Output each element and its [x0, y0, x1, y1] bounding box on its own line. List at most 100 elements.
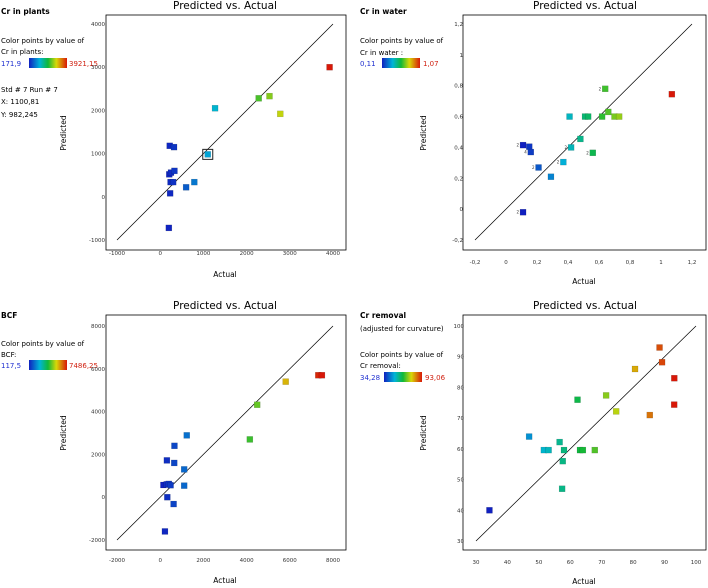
data-point[interactable]: [171, 442, 178, 450]
data-point[interactable]: [615, 113, 623, 120]
point-count-label: 2: [532, 165, 535, 170]
data-point[interactable]: [605, 108, 612, 116]
legend-caption: Color points by value of: [1, 340, 85, 348]
data-point[interactable]: [191, 178, 198, 186]
data-point[interactable]: [169, 178, 177, 186]
data-point[interactable]: [182, 184, 190, 191]
data-point[interactable]: [525, 433, 533, 440]
panel-cr-in-plants: Predicted vs. Actual Cr in plants Color …: [0, 0, 347, 279]
legend-variable: Cr removal:: [360, 362, 401, 370]
data-point[interactable]: [519, 209, 527, 216]
legend-max-label: 93,06: [425, 374, 446, 382]
data-point[interactable]: [486, 507, 493, 514]
data-point[interactable]: [589, 149, 596, 157]
data-point[interactable]: [602, 392, 610, 399]
data-point[interactable]: [204, 151, 211, 158]
x-tick-label: 90: [661, 560, 668, 566]
x-tick-label: 60: [567, 560, 574, 566]
data-point[interactable]: [519, 141, 527, 149]
data-point[interactable]: [579, 446, 587, 454]
point-count-label: 2: [517, 210, 520, 215]
data-point[interactable]: [668, 90, 676, 98]
y-tick-label: 50: [457, 478, 464, 484]
data-point[interactable]: [574, 396, 581, 403]
x-tick-label: 80: [630, 560, 637, 566]
data-point[interactable]: [183, 432, 190, 439]
data-point[interactable]: [631, 365, 639, 373]
x-tick-label: 4000: [326, 251, 340, 257]
data-point[interactable]: [591, 446, 598, 454]
data-point[interactable]: [277, 110, 284, 118]
data-point[interactable]: [326, 63, 333, 71]
y-tick-label: 70: [457, 416, 464, 422]
y-tick-label: 4000: [91, 410, 105, 416]
data-point[interactable]: [560, 446, 568, 454]
data-point[interactable]: [211, 105, 219, 112]
data-point[interactable]: [566, 113, 573, 120]
data-point[interactable]: [171, 459, 178, 467]
panel-bcf: Predicted vs. Actual BCF Color points by…: [1, 300, 347, 585]
legend-caption: Color points by value of: [360, 351, 444, 359]
data-point[interactable]: [545, 446, 552, 454]
chart-title: Predicted vs. Actual: [533, 0, 637, 12]
data-point[interactable]: [165, 224, 173, 232]
x-tick-label: 0: [158, 558, 162, 564]
data-point[interactable]: [282, 378, 289, 385]
y-tick-label: 2000: [91, 452, 105, 458]
y-tick-label: 40: [457, 508, 464, 514]
data-point[interactable]: [166, 190, 174, 197]
point-count-label: 2: [557, 160, 560, 165]
data-points: [165, 63, 333, 232]
point-count-label: 2: [517, 143, 520, 148]
data-point[interactable]: [598, 113, 606, 120]
data-point[interactable]: [535, 164, 542, 171]
data-point[interactable]: [612, 408, 620, 415]
data-point[interactable]: [556, 438, 563, 446]
x-tick-label: 6000: [283, 558, 297, 564]
data-point[interactable]: [670, 401, 678, 408]
data-point[interactable]: [577, 135, 584, 143]
data-point[interactable]: [161, 528, 169, 535]
data-point[interactable]: [646, 411, 653, 419]
legend-variable: BCF:: [1, 351, 16, 359]
x-axis-label: Actual: [572, 577, 596, 586]
data-point[interactable]: [584, 113, 592, 120]
data-point[interactable]: [558, 485, 566, 492]
data-point[interactable]: [559, 457, 566, 465]
color-scale-bar: [382, 58, 420, 68]
data-point[interactable]: [658, 359, 666, 366]
data-point[interactable]: [255, 95, 262, 102]
legend-min-label: 0,11: [360, 60, 376, 68]
y-tick-label: 4000: [91, 22, 105, 28]
data-point[interactable]: [656, 344, 663, 351]
data-point[interactable]: [170, 500, 177, 508]
data-point[interactable]: [180, 482, 188, 489]
data-point[interactable]: [527, 148, 534, 156]
data-point[interactable]: [266, 92, 273, 100]
data-point[interactable]: [170, 143, 178, 151]
panel-note: (adjusted for curvature): [360, 325, 444, 333]
data-point[interactable]: [560, 158, 567, 166]
data-point[interactable]: [164, 494, 171, 501]
selected-point-marker[interactable]: [202, 148, 214, 160]
data-point[interactable]: [318, 372, 326, 379]
data-point[interactable]: [253, 401, 261, 408]
y-tick-label: 90: [457, 355, 464, 361]
data-point[interactable]: [246, 436, 254, 443]
data-point[interactable]: [671, 375, 678, 382]
data-point[interactable]: [171, 167, 178, 175]
data-point[interactable]: [167, 482, 174, 489]
y-tick-label: 80: [457, 385, 464, 391]
y-tick-label: 2000: [91, 108, 105, 114]
data-point[interactable]: [602, 85, 609, 93]
selection-run: Std # 7 Run # 7: [1, 86, 58, 94]
data-point[interactable]: [163, 457, 171, 464]
data-point[interactable]: [567, 144, 575, 151]
y-tick-label: 3000: [91, 65, 105, 71]
x-ticks: -2000 0 2000 4000 6000 8000: [109, 558, 340, 564]
data-point[interactable]: [180, 466, 188, 473]
point-count-label: 2: [599, 86, 602, 91]
data-point[interactable]: [547, 173, 555, 180]
legend-min-label: 34,28: [360, 374, 380, 382]
data-point[interactable]: [526, 143, 533, 150]
